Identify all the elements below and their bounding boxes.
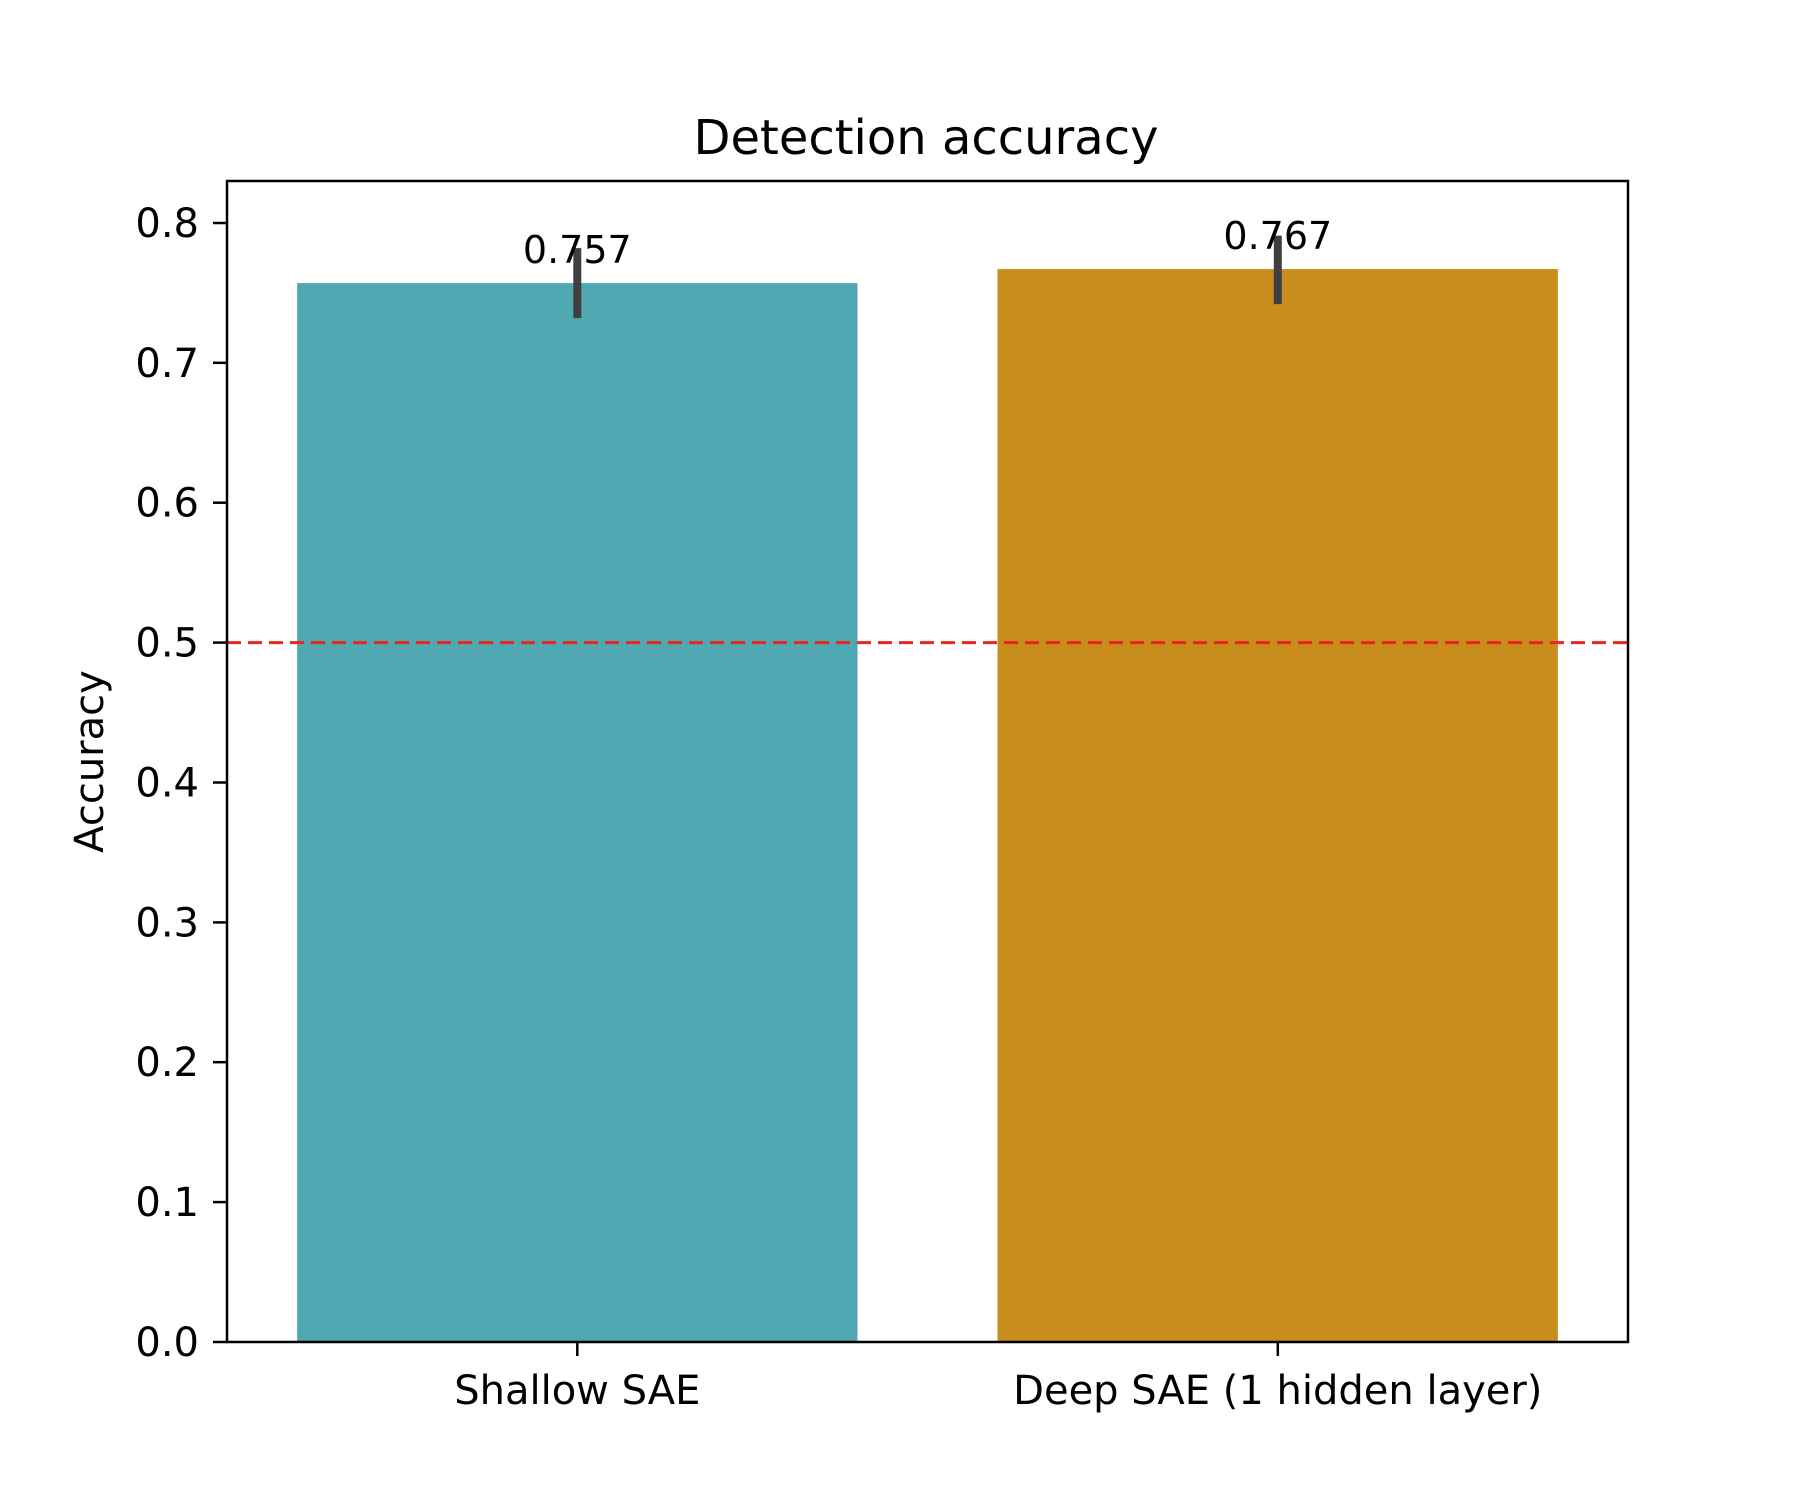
value-label-1: 0.767 bbox=[1223, 214, 1332, 258]
plot-area: 0.757 0.767 0.0 0.1 0.2 0.3 0.4 0.5 0.6 0.7 0.8 Sha… bbox=[135, 179, 1630, 1414]
y-tick-label-7: 0.7 bbox=[135, 341, 199, 387]
y-tick-label-2: 0.2 bbox=[135, 1040, 199, 1086]
bar-0 bbox=[297, 283, 858, 1343]
x-tick-label-1: Deep SAE (1 hidden layer) bbox=[1013, 1368, 1542, 1414]
value-label-0: 0.757 bbox=[523, 228, 632, 272]
y-tick-label-3: 0.3 bbox=[135, 900, 199, 946]
plot-frame bbox=[225, 179, 1630, 1344]
bar-1 bbox=[997, 269, 1558, 1343]
y-tick-label-5: 0.5 bbox=[135, 621, 199, 667]
y-tick-label-6: 0.6 bbox=[135, 481, 199, 527]
y-tick-label-4: 0.4 bbox=[135, 761, 199, 807]
x-tick-label-0: Shallow SAE bbox=[454, 1368, 700, 1414]
y-tick-label-8: 0.8 bbox=[135, 201, 199, 247]
chart-title: Detection accuracy bbox=[694, 110, 1159, 166]
y-tick-label-1: 0.1 bbox=[135, 1180, 199, 1226]
y-axis-label: Accuracy bbox=[67, 670, 113, 853]
y-tick-label-0: 0.0 bbox=[135, 1320, 199, 1366]
